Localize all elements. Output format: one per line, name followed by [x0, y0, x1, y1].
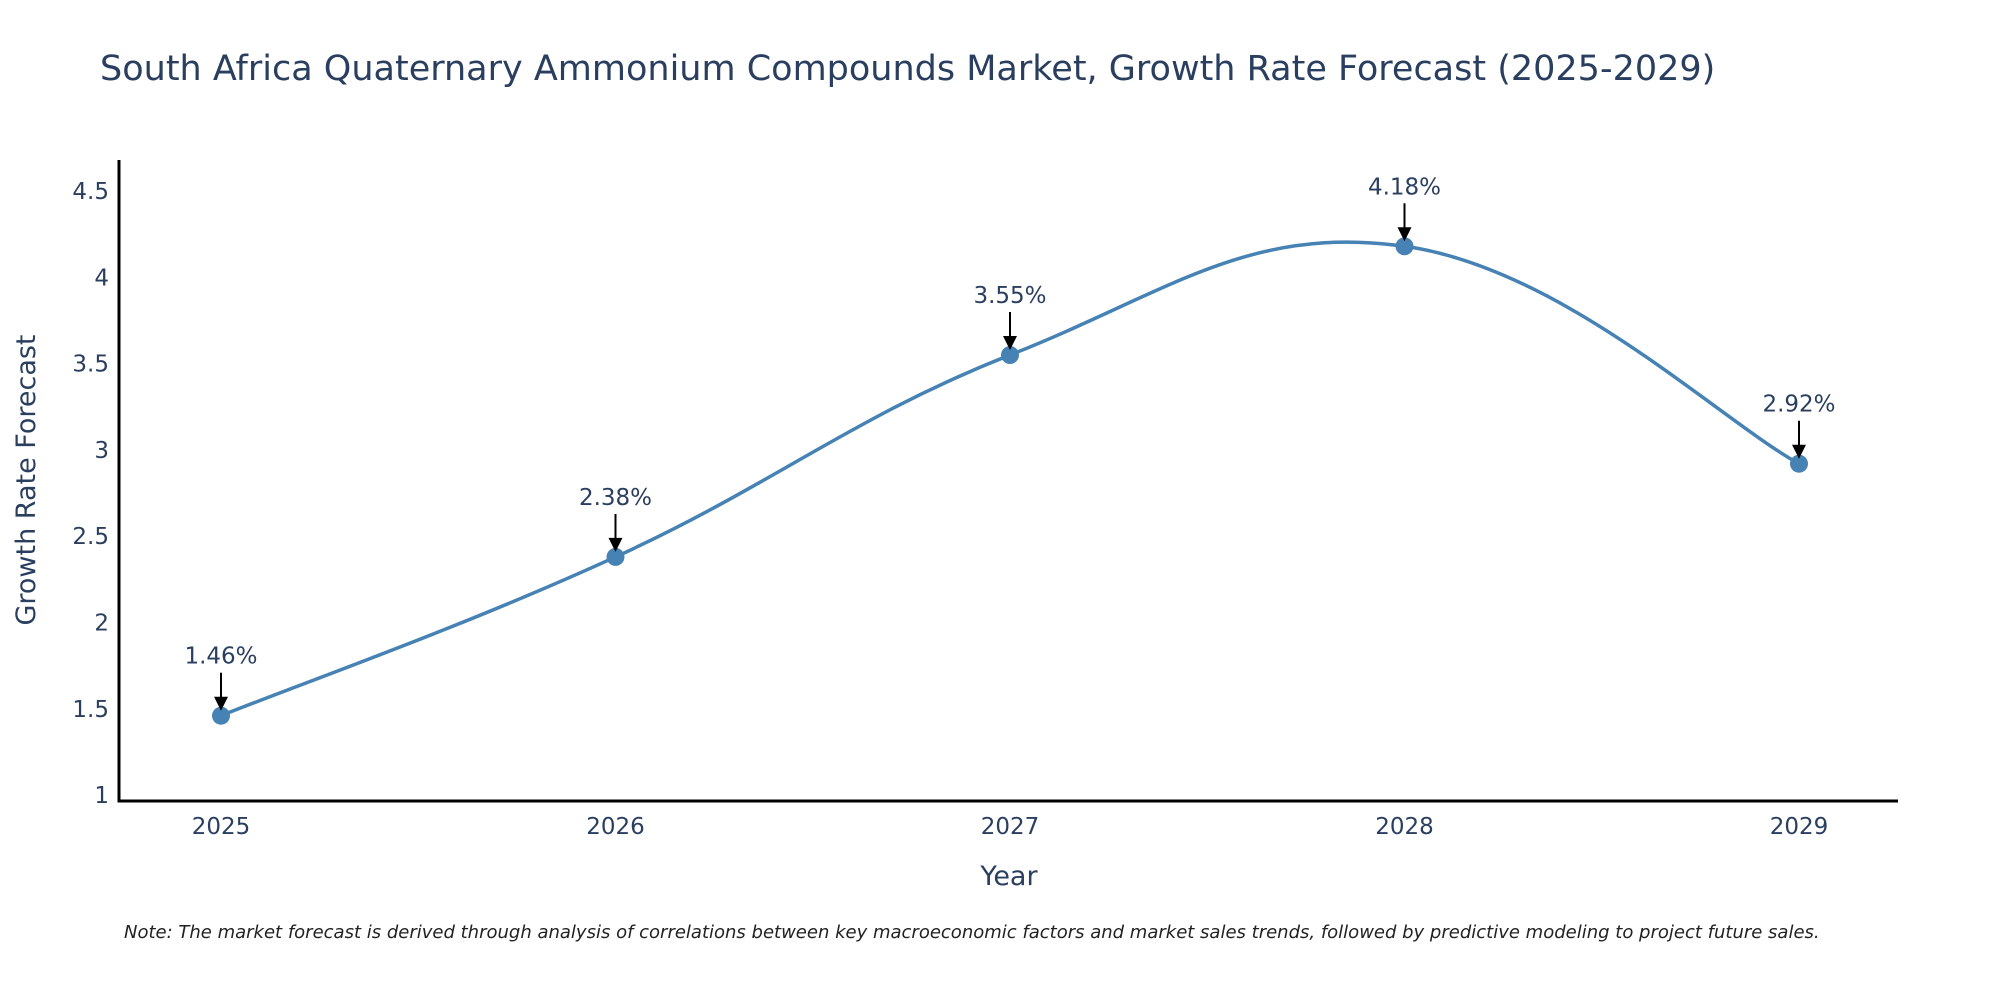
data-label: 3.55% — [973, 283, 1046, 309]
x-tick-label: 2027 — [981, 814, 1040, 840]
annotation-arrowhead — [608, 537, 623, 552]
y-tick-label: 3.5 — [72, 352, 109, 378]
data-point — [1001, 346, 1019, 365]
data-point — [212, 706, 230, 725]
x-tick-label: 2028 — [1375, 814, 1434, 840]
data-point — [1395, 237, 1414, 256]
x-tick-labels: 2025 2026 2027 2028 2029 — [192, 814, 1829, 840]
y-tick-label: 4 — [94, 265, 109, 291]
x-tick-label: 2029 — [1770, 814, 1829, 840]
annotation-arrowhead — [1003, 336, 1017, 351]
y-tick-label: 1 — [94, 783, 109, 809]
data-point — [1790, 454, 1808, 473]
data-label: 2.92% — [1762, 392, 1835, 418]
y-tick-label: 2 — [94, 611, 109, 637]
data-label: 4.18% — [1368, 174, 1441, 200]
annotation-arrowhead — [1792, 444, 1806, 459]
annotation-arrowhead — [214, 696, 228, 711]
x-axis-title: Year — [979, 861, 1038, 892]
y-tick-labels: 1 1.5 2 2.5 3 3.5 4 4.5 — [72, 179, 109, 809]
y-tick-label: 3 — [94, 438, 109, 464]
data-label: 1.46% — [184, 644, 257, 670]
data-point — [606, 547, 625, 566]
data-annotations: 1.46% 2.38% 3.55% 4.18% 2.92% — [184, 174, 1836, 711]
axes — [117, 160, 1898, 803]
y-tick-label: 2.5 — [72, 524, 109, 550]
footnote: Note: The market forecast is derived thr… — [124, 922, 1820, 943]
annotation-arrowhead — [1397, 227, 1412, 242]
data-markers — [212, 237, 1808, 725]
x-tick-label: 2025 — [192, 814, 251, 840]
chart-title: South Africa Quaternary Ammonium Compoun… — [100, 49, 1715, 89]
y-tick-label: 1.5 — [72, 697, 109, 723]
x-tick-label: 2026 — [586, 814, 645, 840]
data-label: 2.38% — [579, 485, 652, 511]
y-axis-title: Growth Rate Forecast — [11, 334, 42, 625]
y-tick-label: 4.5 — [72, 179, 109, 205]
